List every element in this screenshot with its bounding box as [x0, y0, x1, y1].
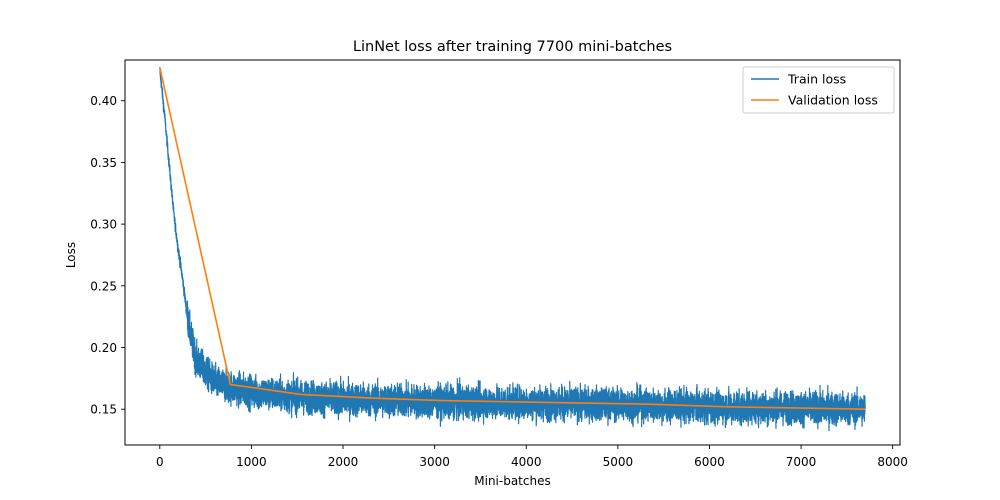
y-tick-label: 0.20: [90, 341, 117, 355]
y-tick-label: 0.30: [90, 218, 117, 232]
legend: Train loss Validation loss: [742, 66, 895, 114]
plot-frame: [124, 59, 901, 446]
x-tick-label: 1000: [236, 455, 267, 469]
x-tick-label: 5000: [603, 455, 634, 469]
y-axis-ticks: 0.15 0.20 0.25 0.30 0.35 0.40: [90, 94, 125, 417]
x-axis-ticks: 0 1000 2000 3000 4000 5000 6000 7000 8000: [156, 445, 908, 469]
x-tick-label: 7000: [786, 455, 817, 469]
y-tick-label: 0.15: [90, 403, 117, 417]
x-axis-label: Mini-batches: [474, 474, 550, 488]
x-tick-label: 6000: [694, 455, 725, 469]
train-loss-line: [159, 66, 866, 432]
x-tick-label: 3000: [419, 455, 450, 469]
x-tick-label: 4000: [511, 455, 542, 469]
legend-label-validation: Validation loss: [788, 93, 878, 108]
y-axis-label: Loss: [64, 242, 78, 268]
plot-lines: [159, 66, 866, 432]
y-tick-label: 0.25: [90, 279, 117, 293]
legend-box: [742, 66, 895, 114]
x-tick-label: 0: [156, 455, 164, 469]
y-tick-label: 0.40: [90, 94, 117, 108]
x-tick-label: 8000: [877, 455, 908, 469]
legend-label-train: Train loss: [787, 72, 846, 87]
validation-loss-line: [159, 67, 866, 411]
chart-title: LinNet loss after training 7700 mini-bat…: [353, 39, 672, 55]
y-tick-label: 0.35: [90, 156, 117, 170]
x-tick-label: 2000: [328, 455, 359, 469]
